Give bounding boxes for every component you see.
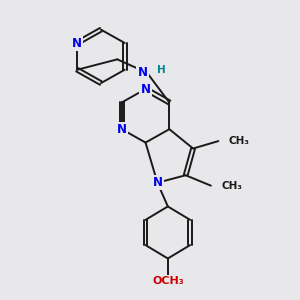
Text: OCH₃: OCH₃ (152, 276, 184, 286)
Text: N: N (117, 123, 127, 136)
Text: H: H (157, 65, 166, 75)
Text: CH₃: CH₃ (229, 136, 250, 146)
Text: CH₃: CH₃ (221, 181, 242, 191)
Text: N: N (152, 176, 162, 189)
Text: N: N (140, 82, 151, 96)
Text: N: N (72, 37, 82, 50)
Text: N: N (138, 66, 148, 79)
